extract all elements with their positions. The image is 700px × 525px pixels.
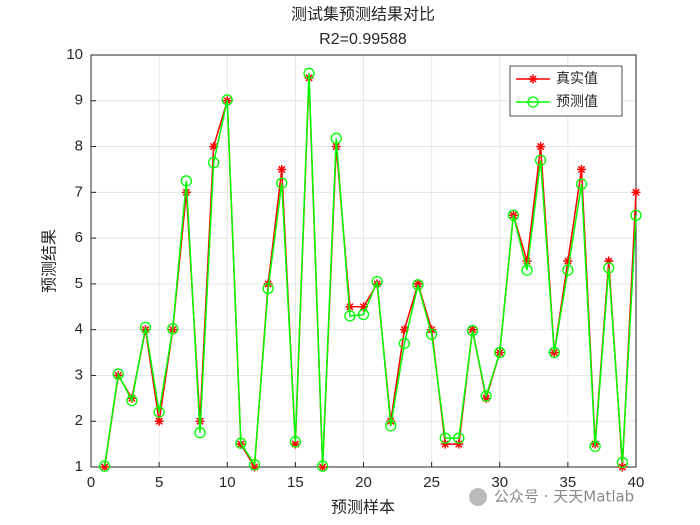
marker-circle — [527, 96, 539, 108]
asterisk-stroke — [318, 463, 327, 471]
chart-subtitle: R2=0.99588 — [319, 31, 407, 48]
watermark: 公众号 · 天天Matlab — [494, 488, 634, 506]
marker-circle — [603, 262, 615, 274]
marker-circle — [167, 323, 179, 335]
y-tick-label: 6 — [75, 229, 83, 246]
asterisk-stroke — [100, 463, 109, 471]
chart-title: 测试集预测结果对比 — [291, 5, 435, 24]
marker-circle — [412, 279, 424, 291]
asterisk-stroke — [529, 75, 537, 83]
y-tick-label: 9 — [75, 92, 83, 109]
marker-circle — [453, 432, 465, 444]
x-tick-label: 10 — [219, 474, 236, 491]
asterisk-stroke — [155, 417, 163, 425]
marker-circle — [194, 427, 206, 439]
x-tick-label: 40 — [628, 474, 645, 491]
marker-circle — [630, 209, 642, 221]
marker-asterisk — [631, 187, 641, 197]
marker-circle — [357, 308, 370, 321]
marker-circle — [371, 275, 383, 288]
x-tick-label: 15 — [287, 474, 304, 491]
x-tick-label: 20 — [355, 474, 372, 491]
y-tick-label: 5 — [75, 275, 83, 292]
watermark-icon — [469, 488, 487, 506]
asterisk-stroke — [468, 325, 477, 334]
marker-circle — [466, 324, 479, 337]
marker-circle — [534, 154, 547, 166]
marker-asterisk — [563, 256, 573, 266]
marker-circle — [425, 328, 438, 340]
marker-circle — [139, 321, 152, 334]
marker-circle — [521, 264, 533, 276]
axes-box — [90, 54, 637, 468]
marker-circle — [316, 460, 329, 472]
series-line — [103, 73, 637, 468]
y-tick-label: 2 — [75, 412, 83, 429]
legend-label: 真实值 — [556, 71, 598, 87]
y-tick-label: 4 — [75, 321, 83, 338]
x-axis-label: 预测样本 — [331, 498, 395, 517]
marker-asterisk — [440, 439, 450, 449]
marker-circle — [575, 178, 588, 190]
marker-circle — [248, 459, 261, 471]
marker-asterisk — [577, 164, 586, 174]
asterisk-stroke — [414, 280, 422, 288]
marker-asterisk — [277, 164, 287, 174]
x-tick-label: 5 — [155, 474, 163, 491]
marker-circle — [589, 440, 601, 453]
marker-circle — [439, 432, 451, 444]
marker-circle — [153, 406, 165, 418]
asterisk-stroke — [400, 325, 409, 334]
y-tick-label: 1 — [75, 458, 83, 475]
marker-asterisk — [454, 439, 464, 449]
marker-circle — [289, 436, 302, 448]
asterisk-stroke — [536, 142, 545, 151]
marker-circle — [221, 94, 233, 106]
asterisk-stroke — [577, 165, 586, 174]
y-tick-label: 10 — [66, 46, 83, 63]
marker-circle — [616, 456, 629, 469]
marker-circle — [180, 175, 193, 187]
y-tick-label: 7 — [75, 183, 83, 200]
marker-circle — [126, 394, 138, 407]
x-tick-label: 25 — [423, 474, 440, 491]
asterisk-stroke — [278, 165, 286, 174]
legend-box — [509, 65, 623, 117]
marker-circle — [98, 460, 111, 472]
x-tick-label: 35 — [560, 474, 577, 491]
asterisk-stroke — [209, 142, 218, 151]
x-tick-label: 0 — [87, 474, 95, 491]
marker-circle — [303, 67, 315, 79]
marker-circle — [398, 337, 411, 350]
y-axis-label: 预测结果 — [40, 229, 59, 293]
marker-circle — [562, 264, 574, 276]
marker-circle — [344, 310, 356, 322]
marker-circle — [507, 209, 520, 221]
marker-circle — [548, 346, 560, 359]
marker-asterisk — [468, 325, 477, 335]
marker-circle — [235, 437, 247, 449]
marker-asterisk — [528, 74, 538, 84]
x-tick-label: 30 — [491, 474, 508, 491]
marker-circle — [385, 420, 397, 432]
legend-label: 预测值 — [556, 94, 598, 110]
marker-asterisk — [154, 416, 164, 426]
y-tick-label: 3 — [75, 366, 83, 383]
marker-circle — [262, 282, 274, 295]
marker-circle — [276, 177, 288, 189]
marker-asterisk — [536, 142, 546, 152]
y-tick-label: 8 — [75, 138, 83, 155]
marker-circle — [494, 346, 506, 359]
asterisk-stroke — [632, 188, 640, 197]
asterisk-stroke — [359, 303, 368, 311]
marker-circle — [330, 132, 342, 144]
marker-circle — [480, 390, 492, 402]
marker-circle — [112, 368, 124, 380]
marker-circle — [207, 156, 220, 169]
